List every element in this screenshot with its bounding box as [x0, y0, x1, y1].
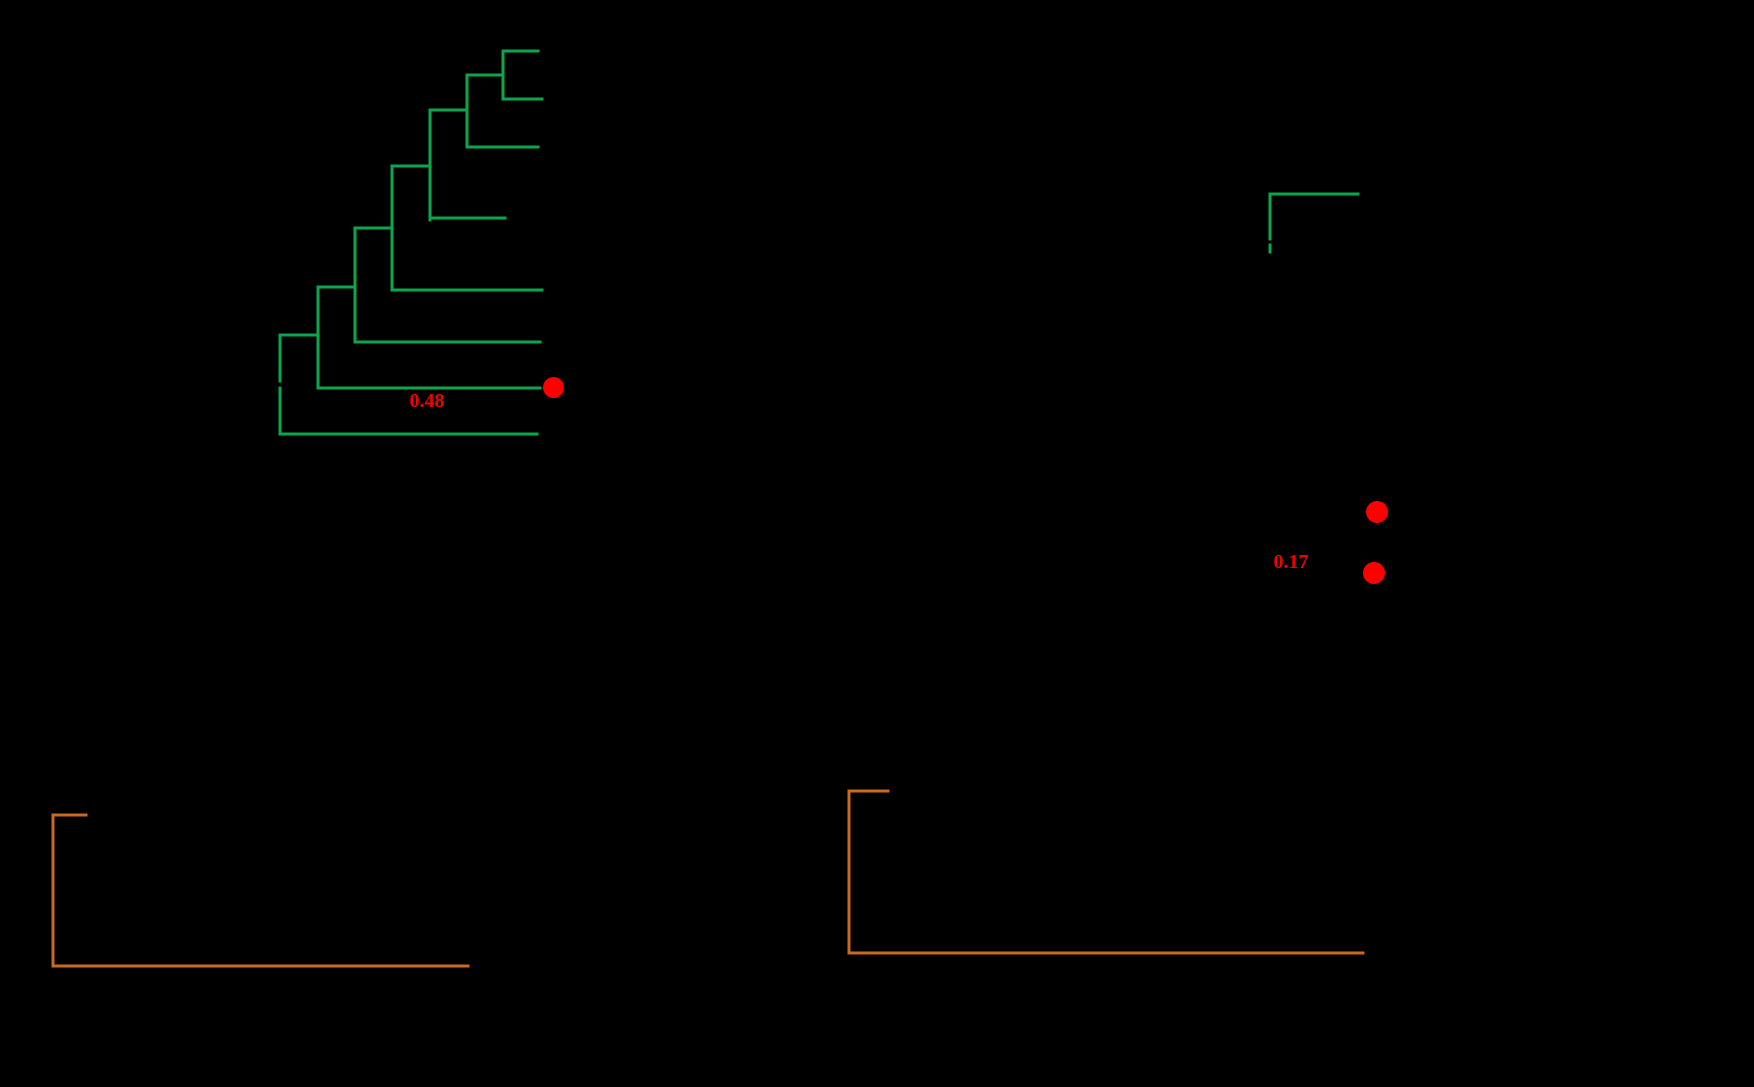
- tip-dot-right-lower: [1363, 562, 1385, 584]
- branch-length-label-right: 0.17: [1273, 551, 1309, 573]
- branch-length-label-left: 0.48: [409, 390, 445, 412]
- tip-dot-left-tree: [542, 376, 564, 398]
- tip-dot-right-upper: [1366, 501, 1388, 523]
